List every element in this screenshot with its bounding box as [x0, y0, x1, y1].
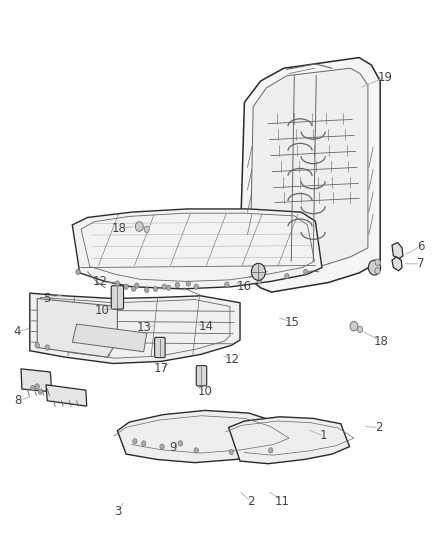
- Text: 2: 2: [247, 495, 254, 507]
- Text: 5: 5: [44, 292, 51, 305]
- Circle shape: [144, 226, 149, 232]
- Circle shape: [175, 282, 180, 288]
- Text: 6: 6: [417, 240, 424, 253]
- Circle shape: [141, 441, 146, 446]
- Text: 14: 14: [198, 320, 213, 333]
- FancyBboxPatch shape: [196, 366, 207, 386]
- Text: 12: 12: [92, 275, 107, 288]
- Polygon shape: [72, 324, 147, 352]
- Circle shape: [225, 282, 229, 287]
- Circle shape: [357, 326, 363, 333]
- Text: 18: 18: [112, 222, 127, 235]
- Text: 19: 19: [378, 71, 393, 84]
- FancyBboxPatch shape: [111, 286, 124, 309]
- Polygon shape: [117, 410, 284, 463]
- Circle shape: [134, 283, 139, 288]
- Circle shape: [375, 259, 380, 265]
- Polygon shape: [392, 257, 402, 271]
- Text: 3: 3: [114, 505, 121, 518]
- Circle shape: [124, 284, 128, 289]
- Text: 12: 12: [225, 353, 240, 366]
- Text: 13: 13: [137, 321, 152, 334]
- Polygon shape: [30, 293, 240, 364]
- Circle shape: [257, 279, 261, 284]
- Text: 17: 17: [154, 362, 169, 375]
- FancyBboxPatch shape: [155, 337, 165, 358]
- Text: 15: 15: [285, 316, 300, 329]
- Circle shape: [115, 281, 120, 286]
- Circle shape: [131, 286, 136, 292]
- Polygon shape: [72, 209, 322, 289]
- Circle shape: [251, 263, 265, 280]
- Circle shape: [229, 449, 233, 455]
- Text: 16: 16: [237, 280, 252, 293]
- Circle shape: [375, 268, 380, 274]
- Circle shape: [285, 273, 289, 279]
- Circle shape: [31, 385, 35, 391]
- Circle shape: [304, 269, 308, 274]
- Circle shape: [194, 448, 198, 453]
- Polygon shape: [229, 417, 350, 464]
- Text: 18: 18: [374, 335, 389, 348]
- Circle shape: [178, 441, 183, 446]
- Circle shape: [35, 384, 39, 389]
- Circle shape: [368, 260, 381, 275]
- Circle shape: [35, 343, 39, 348]
- Text: 9: 9: [169, 441, 177, 454]
- Circle shape: [160, 444, 164, 449]
- Circle shape: [133, 439, 137, 444]
- Circle shape: [153, 286, 158, 292]
- Text: 7: 7: [417, 257, 424, 270]
- Circle shape: [145, 287, 149, 293]
- Circle shape: [45, 345, 49, 350]
- Circle shape: [350, 321, 358, 331]
- Circle shape: [76, 269, 80, 274]
- Polygon shape: [251, 68, 368, 273]
- Circle shape: [162, 284, 166, 289]
- Text: 2: 2: [375, 421, 383, 434]
- Text: 10: 10: [94, 304, 109, 317]
- Polygon shape: [21, 369, 52, 392]
- Polygon shape: [46, 385, 87, 406]
- Text: 4: 4: [14, 325, 21, 338]
- Circle shape: [38, 389, 42, 394]
- Text: 10: 10: [198, 385, 212, 398]
- Text: 11: 11: [275, 495, 290, 507]
- Circle shape: [186, 281, 191, 286]
- Text: 8: 8: [15, 394, 22, 407]
- Polygon shape: [37, 298, 117, 357]
- Circle shape: [166, 285, 171, 290]
- Polygon shape: [392, 243, 403, 259]
- Circle shape: [268, 448, 273, 453]
- Polygon shape: [240, 58, 380, 292]
- Circle shape: [194, 284, 198, 289]
- Circle shape: [135, 222, 143, 231]
- Text: 1: 1: [319, 430, 327, 442]
